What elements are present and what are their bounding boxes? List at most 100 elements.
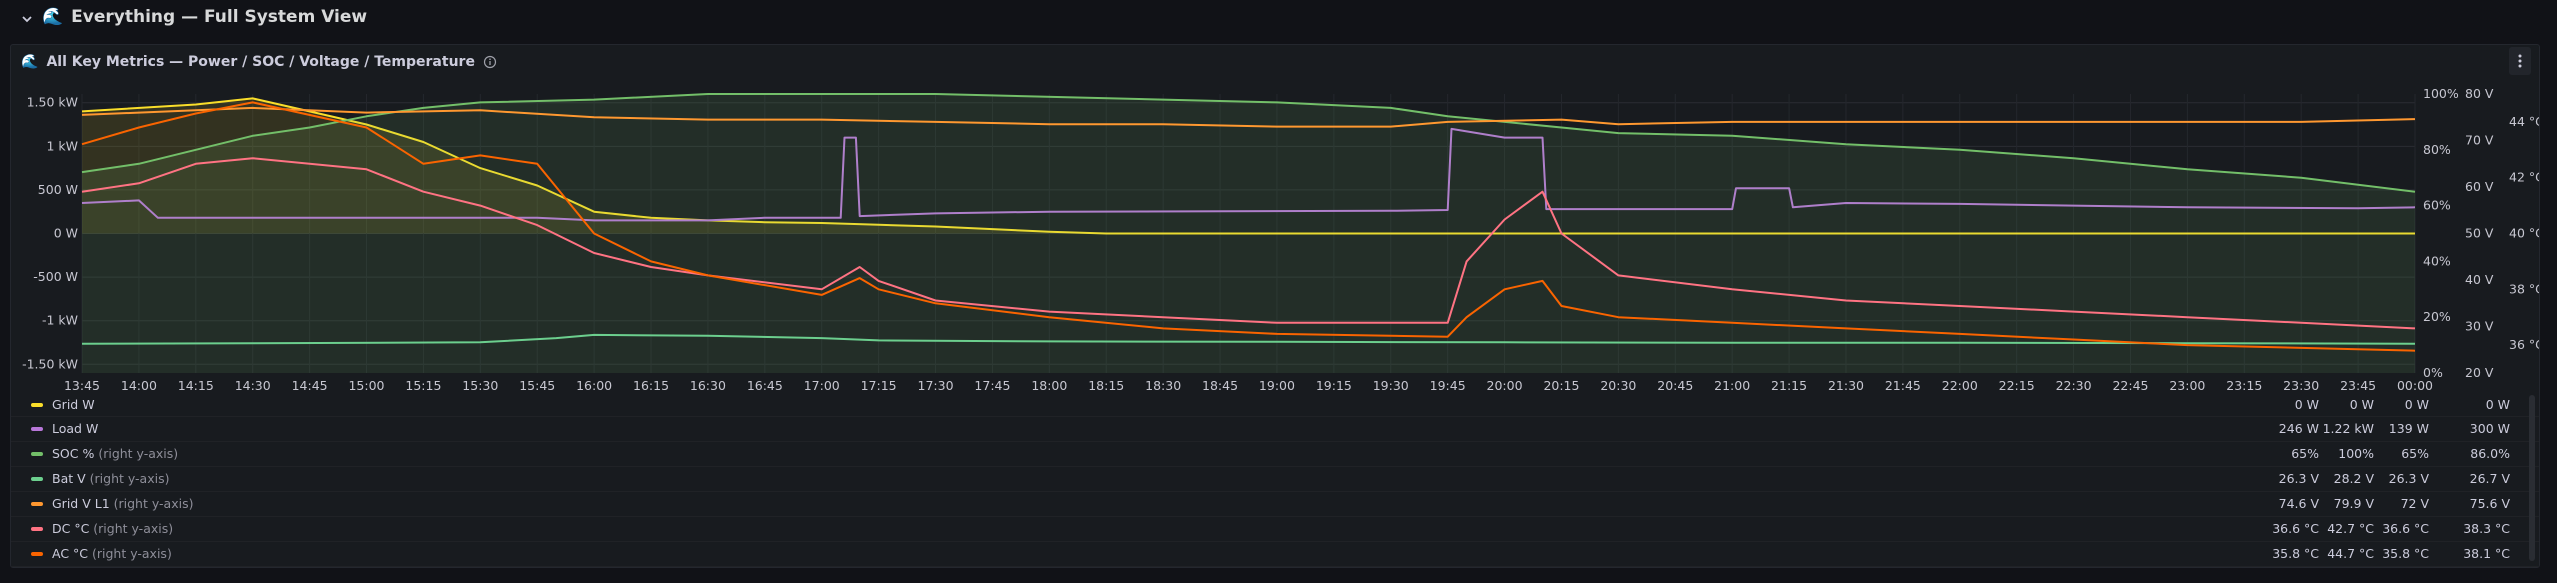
x-tick-label: 20:00 [1487, 378, 1523, 393]
y-tick-label-right: 60 V [2465, 179, 2494, 194]
legend-series-name[interactable]: AC °C (right y-axis) [52, 546, 172, 561]
x-tick-label: 18:00 [1031, 378, 1067, 393]
series-line [81, 127, 2416, 222]
legend-swatch [31, 477, 43, 481]
legend-value: 75.6 V [2469, 496, 2510, 511]
legend-value: 300 W [2469, 421, 2510, 436]
legend-scrollbar[interactable] [2529, 395, 2535, 561]
x-tick-label: 23:00 [2169, 378, 2205, 393]
series-area [82, 94, 2415, 373]
info-icon[interactable] [483, 55, 497, 69]
x-tick-label: 22:15 [1999, 378, 2035, 393]
y-tick-label-right: 38 °C [2509, 281, 2539, 296]
legend-series-label: DC °C [52, 521, 90, 536]
x-tick-label: 18:45 [1202, 378, 1238, 393]
legend-series-label: SOC % [52, 446, 95, 461]
legend-item[interactable]: Grid W 0 W 0 W 0 W 0 W [11, 393, 2539, 417]
y-tick-label-right: 40% [2423, 253, 2451, 268]
legend-series-label: Grid W [52, 397, 95, 412]
panel-title[interactable]: 🌊 All Key Metrics — Power / SOC / Voltag… [21, 51, 497, 73]
legend-value: 139 W [2388, 421, 2429, 436]
x-tick-label: 16:00 [576, 378, 612, 393]
y-tick-label-right: 40 °C [2509, 226, 2539, 241]
legend-value: 36.6 °C [2272, 521, 2319, 536]
metrics-panel: 1.50 kW 1 kW 500 W 0 W -500 W -1 kW -1.50 kW 13… [10, 44, 2540, 568]
x-tick-label: 20:15 [1543, 378, 1579, 393]
x-tick-label: 22:00 [1942, 378, 1978, 393]
legend-value: 65% [2401, 446, 2429, 461]
wave-emoji-icon: 🌊 [21, 54, 39, 70]
legend-item[interactable]: Load W 246 W 1.22 kW 139 W 300 W [11, 417, 2539, 442]
legend-series-name[interactable]: Grid W [52, 397, 95, 412]
legend-value: 38.1 °C [2463, 546, 2510, 561]
x-tick-label: 15:30 [462, 378, 498, 393]
y-tick-label-right: 80% [2423, 142, 2451, 157]
panel-menu-button[interactable] [2509, 47, 2531, 75]
chevron-down-icon[interactable] [20, 12, 34, 26]
legend-series-label: AC °C [52, 546, 89, 561]
x-tick-label: 23:30 [2283, 378, 2319, 393]
series-line [81, 97, 2415, 235]
x-tick-label: 00:00 [2397, 378, 2433, 393]
x-tick-label: 21:15 [1771, 378, 1807, 393]
legend-series-name[interactable]: Grid V L1 (right y-axis) [52, 496, 193, 511]
x-tick-label: 17:00 [804, 378, 840, 393]
x-tick-label: 20:45 [1657, 378, 1693, 393]
legend-axis-note: (right y-axis) [109, 496, 194, 511]
y-tick-label-right: 50 V [2465, 226, 2494, 241]
y-tick-label-right: 100% [2423, 86, 2459, 101]
x-tick-label: 18:30 [1145, 378, 1181, 393]
legend-value: 79.9 V [2333, 496, 2374, 511]
x-tick-label: 14:15 [178, 378, 214, 393]
x-tick-label: 16:30 [690, 378, 726, 393]
x-tick-label: 17:30 [918, 378, 954, 393]
series-line [81, 333, 2416, 345]
legend-value: 0 W [2294, 397, 2319, 412]
legend-value: 28.2 V [2333, 471, 2374, 486]
y-tick-label-right: 44 °C [2509, 114, 2539, 129]
y-tick-label-right: 0% [2423, 365, 2443, 380]
legend-value: 65% [2291, 446, 2319, 461]
legend-value: 35.8 °C [2382, 546, 2429, 561]
row-title[interactable]: 🌊 Everything — Full System View [42, 7, 367, 27]
legend-item[interactable]: DC °C (right y-axis) 36.6 °C 42.7 °C 36.6 °… [11, 517, 2539, 542]
x-tick-label: 22:30 [2056, 378, 2092, 393]
legend-series-name[interactable]: Bat V (right y-axis) [52, 471, 169, 486]
legend-value: 35.8 °C [2272, 546, 2319, 561]
x-tick-label: 19:15 [1316, 378, 1352, 393]
legend-value: 0 W [2404, 397, 2429, 412]
legend-table: Grid W 0 W 0 W 0 W 0 W Load W 246 W 1.22 kW 139 … [11, 393, 2539, 567]
legend-series-name[interactable]: SOC % (right y-axis) [52, 446, 178, 461]
legend-value: 44.7 °C [2327, 546, 2374, 561]
y-tick-label-left: 500 W [38, 182, 78, 197]
legend-series-label: Grid V L1 [52, 496, 110, 511]
x-tick-label: 13:45 [64, 378, 100, 393]
x-tick-label: 19:30 [1373, 378, 1409, 393]
legend-item[interactable]: SOC % (right y-axis) 65% 100% 65% 86.0% [11, 442, 2539, 467]
legend-value: 26.7 V [2469, 471, 2510, 486]
x-tick-label: 21:30 [1828, 378, 1864, 393]
y-tick-label-right: 60% [2423, 198, 2451, 213]
legend-series-name[interactable]: DC °C (right y-axis) [52, 521, 173, 536]
y-tick-label-left: -500 W [33, 269, 78, 284]
wave-emoji-icon: 🌊 [42, 7, 64, 27]
legend-swatch [31, 403, 43, 407]
legend-item[interactable]: Bat V (right y-axis) 26.3 V 28.2 V 26.3 V 26… [11, 467, 2539, 492]
kebab-menu-icon [2518, 54, 2522, 68]
legend-item[interactable]: Grid V L1 (right y-axis) 74.6 V 79.9 V 72 V… [11, 492, 2539, 517]
y-tick-label-left: 0 W [54, 226, 78, 241]
chart-canvas[interactable]: 1.50 kW 1 kW 500 W 0 W -500 W -1 kW -1.50 kW 13… [11, 45, 2539, 393]
series-area [82, 98, 2415, 234]
panel-title-text: All Key Metrics — Power / SOC / Voltage … [46, 54, 475, 70]
legend-value: 42.7 °C [2327, 521, 2374, 536]
row-header[interactable]: 🌊 Everything — Full System View [0, 0, 2557, 38]
legend-series-name[interactable]: Load W [52, 421, 98, 436]
legend-value: 246 W [2278, 421, 2319, 436]
y-tick-label-right: 30 V [2465, 319, 2494, 334]
x-tick-label: 23:45 [2340, 378, 2376, 393]
legend-item[interactable]: AC °C (right y-axis) 35.8 °C 44.7 °C 35.8 °… [11, 542, 2539, 567]
y-tick-label-left: 1.50 kW [27, 95, 78, 110]
x-tick-label: 17:15 [861, 378, 897, 393]
legend-value: 100% [2338, 446, 2374, 461]
x-tick-label: 14:30 [235, 378, 271, 393]
